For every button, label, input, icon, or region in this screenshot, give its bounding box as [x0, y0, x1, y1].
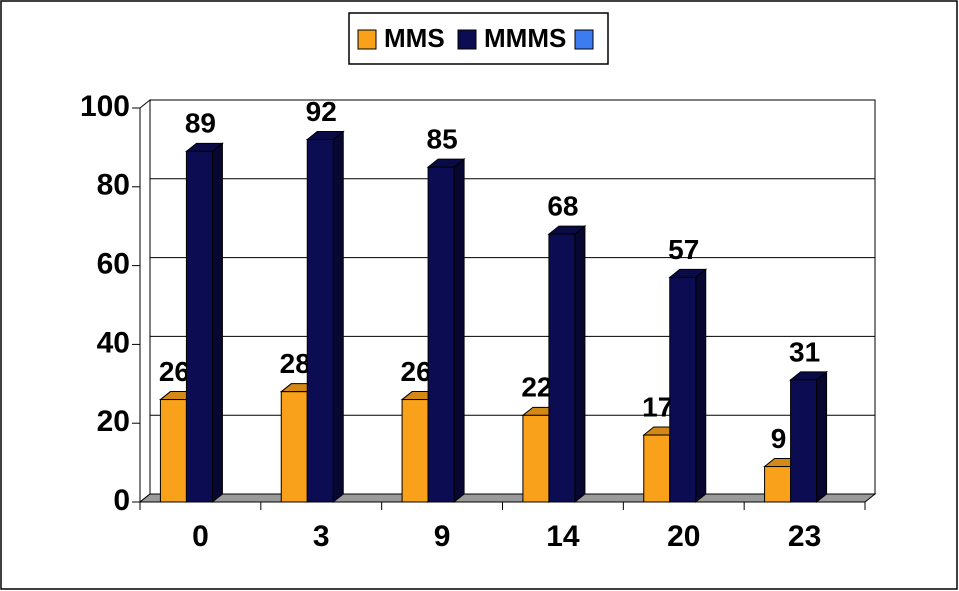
legend-swatch: [457, 29, 477, 50]
bar-side: [211, 142, 223, 504]
bar-side: [453, 158, 465, 504]
legend-label: MMS: [384, 23, 445, 53]
bar: [159, 399, 187, 503]
data-label: 26: [159, 356, 190, 387]
data-label: 17: [642, 391, 673, 422]
bar-side: [695, 268, 707, 504]
data-label: 57: [668, 234, 699, 265]
data-label: 89: [185, 108, 216, 139]
bar-side: [332, 130, 344, 504]
bar: [401, 399, 429, 503]
legend-swatch: [357, 29, 377, 50]
data-label: 28: [280, 348, 311, 379]
bar: [790, 379, 818, 503]
data-label: 9: [771, 423, 787, 454]
y-tick-label: 20: [97, 405, 130, 438]
bar: [306, 139, 334, 503]
legend-swatch: [574, 29, 594, 50]
y-tick-label: 60: [97, 248, 130, 281]
legend-box: [348, 12, 609, 65]
y-tick-label: 80: [97, 169, 130, 202]
bar-side: [574, 225, 586, 504]
x-tick-label: 3: [313, 520, 330, 553]
bar: [280, 391, 308, 503]
bar: [427, 166, 455, 503]
y-tick-label: 100: [80, 90, 130, 123]
bar: [643, 434, 671, 503]
back-wall: [149, 99, 876, 495]
x-tick-label: 9: [434, 520, 451, 553]
bar: [185, 150, 213, 503]
data-label: 85: [427, 123, 458, 154]
legend-label: MMMS: [484, 23, 566, 53]
data-label: 68: [547, 190, 578, 221]
bar: [522, 414, 550, 503]
x-tick-label: 23: [788, 520, 821, 553]
data-label: 31: [789, 336, 820, 367]
x-tick-label: 0: [192, 520, 209, 553]
data-label: 92: [306, 96, 337, 127]
x-tick-label: 14: [546, 520, 580, 553]
y-tick-label: 0: [113, 484, 130, 517]
bar: [764, 466, 792, 503]
bar-side: [816, 370, 828, 504]
side-wall: [139, 98, 151, 504]
bar: [669, 276, 697, 503]
data-label: 22: [521, 372, 552, 403]
data-label: 26: [401, 356, 432, 387]
bar: [548, 233, 576, 503]
y-tick-label: 40: [97, 326, 130, 359]
x-tick-label: 20: [667, 520, 700, 553]
